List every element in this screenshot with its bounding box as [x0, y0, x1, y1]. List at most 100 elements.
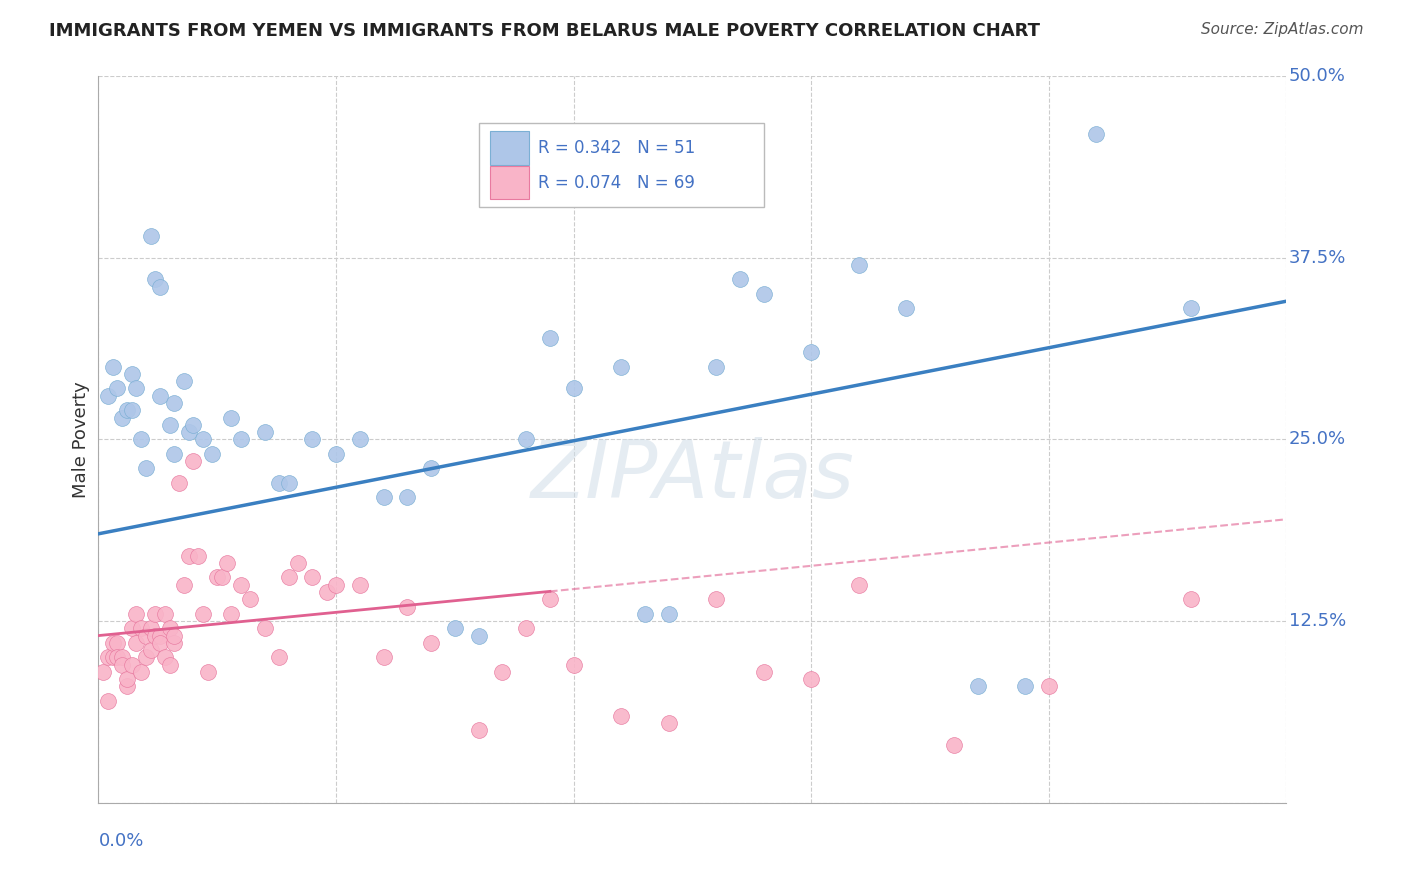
- Point: [658, 715, 681, 730]
- Point: [191, 432, 214, 446]
- Text: 50.0%: 50.0%: [1289, 67, 1346, 85]
- Point: [420, 461, 443, 475]
- Point: [111, 410, 134, 425]
- Point: [215, 556, 238, 570]
- Point: [129, 432, 152, 446]
- Point: [135, 461, 157, 475]
- Point: [97, 389, 120, 403]
- Text: R = 0.342   N = 51: R = 0.342 N = 51: [538, 139, 695, 157]
- Point: [301, 570, 323, 584]
- Point: [467, 723, 489, 737]
- Point: [97, 650, 120, 665]
- Point: [197, 665, 219, 679]
- Point: [728, 272, 751, 286]
- Point: [153, 650, 176, 665]
- Point: [1014, 680, 1036, 694]
- Point: [349, 432, 371, 446]
- Point: [658, 607, 681, 621]
- Point: [91, 665, 114, 679]
- Point: [752, 287, 775, 301]
- Point: [107, 381, 129, 395]
- Point: [101, 636, 124, 650]
- Text: Source: ZipAtlas.com: Source: ZipAtlas.com: [1201, 22, 1364, 37]
- Point: [121, 621, 143, 635]
- Point: [1038, 680, 1060, 694]
- Point: [610, 708, 633, 723]
- Point: [177, 425, 200, 439]
- Point: [1180, 301, 1202, 316]
- Y-axis label: Male Poverty: Male Poverty: [72, 381, 90, 498]
- Text: 37.5%: 37.5%: [1289, 249, 1346, 267]
- Point: [159, 417, 181, 432]
- Point: [173, 578, 195, 592]
- Point: [191, 607, 214, 621]
- Point: [515, 432, 537, 446]
- Point: [253, 621, 276, 635]
- Point: [125, 607, 148, 621]
- Point: [562, 381, 585, 395]
- Point: [149, 636, 172, 650]
- Point: [315, 585, 337, 599]
- Point: [848, 258, 870, 272]
- Point: [966, 680, 988, 694]
- Point: [515, 621, 537, 635]
- Point: [800, 672, 823, 686]
- Point: [396, 491, 419, 505]
- Point: [211, 570, 233, 584]
- Point: [349, 578, 371, 592]
- Point: [121, 657, 143, 672]
- Point: [420, 636, 443, 650]
- Text: 25.0%: 25.0%: [1289, 430, 1346, 449]
- Point: [634, 607, 657, 621]
- Point: [239, 592, 262, 607]
- Point: [115, 403, 138, 417]
- Point: [1180, 592, 1202, 607]
- Point: [135, 650, 157, 665]
- Point: [201, 447, 224, 461]
- Point: [125, 381, 148, 395]
- Point: [800, 345, 823, 359]
- Point: [163, 636, 186, 650]
- Point: [253, 425, 276, 439]
- Point: [121, 367, 143, 381]
- Point: [610, 359, 633, 374]
- Point: [153, 607, 176, 621]
- Point: [277, 475, 299, 490]
- Point: [111, 657, 134, 672]
- Point: [444, 621, 467, 635]
- Point: [101, 359, 124, 374]
- Point: [163, 396, 186, 410]
- Point: [139, 228, 162, 243]
- Point: [121, 403, 143, 417]
- Point: [159, 657, 181, 672]
- Point: [287, 556, 309, 570]
- Point: [177, 549, 200, 563]
- Point: [896, 301, 918, 316]
- Point: [229, 578, 252, 592]
- Point: [848, 578, 870, 592]
- Point: [562, 657, 585, 672]
- Point: [145, 629, 167, 643]
- Point: [325, 578, 347, 592]
- Point: [167, 475, 190, 490]
- Point: [97, 694, 120, 708]
- Point: [183, 417, 205, 432]
- Point: [115, 680, 138, 694]
- Point: [1085, 127, 1108, 141]
- Point: [129, 665, 152, 679]
- Point: [145, 272, 167, 286]
- Point: [111, 650, 134, 665]
- Point: [207, 570, 229, 584]
- Point: [277, 570, 299, 584]
- FancyBboxPatch shape: [491, 131, 529, 164]
- Point: [229, 432, 252, 446]
- Point: [107, 650, 129, 665]
- Text: 12.5%: 12.5%: [1289, 612, 1346, 630]
- Point: [704, 359, 727, 374]
- Point: [115, 672, 138, 686]
- Text: IMMIGRANTS FROM YEMEN VS IMMIGRANTS FROM BELARUS MALE POVERTY CORRELATION CHART: IMMIGRANTS FROM YEMEN VS IMMIGRANTS FROM…: [49, 22, 1040, 40]
- Point: [267, 650, 290, 665]
- Point: [139, 643, 162, 657]
- Point: [125, 636, 148, 650]
- Point: [538, 592, 561, 607]
